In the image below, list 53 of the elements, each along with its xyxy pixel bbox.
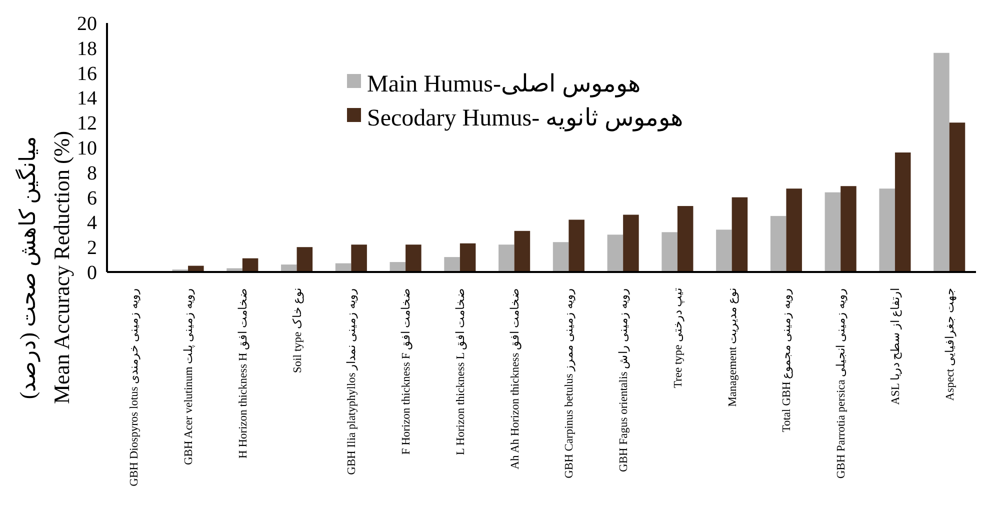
bar (607, 234, 624, 272)
bar (242, 258, 258, 272)
bar (296, 247, 313, 272)
y-tick-label: 12 (77, 112, 97, 135)
x-tick-label: GBH Fagus orientalis رویه زمینی راش (617, 288, 630, 472)
bar (732, 197, 748, 272)
legend-label: Main Humus-هوموس اصلی (367, 71, 641, 98)
x-tick-label: GBH Acer velutinum رویه زمینی پلت (182, 288, 196, 465)
x-tick-label: L Horizon thickness L ضخامت افق (454, 288, 467, 456)
x-tick-label: F Horizon thickness F ضخامت افق (400, 288, 413, 455)
y-tick-label: 18 (77, 38, 97, 60)
x-tick-label: Total GBH رویه زمینی مجموع (781, 288, 794, 432)
bar (770, 216, 786, 272)
x-tick-label: Tree type تیپ درختی (672, 288, 684, 388)
y-tick-label: 10 (77, 138, 97, 160)
bar (824, 192, 841, 272)
x-tick-label: GBH Parrotia persica رویه زمینی انجیلی (834, 288, 848, 479)
bar (716, 230, 732, 272)
bar (498, 244, 514, 272)
legend-label: Secodary Humus- هوموس ثانویه (367, 105, 684, 132)
x-tick-label: Aspect جهت جغرافیایی (943, 288, 956, 401)
x-tick-label: ASL ارتفاع از سطح دریا (889, 288, 902, 405)
x-tick-label: Soil type نوع خاک (290, 288, 304, 373)
bar (623, 214, 639, 272)
bar (677, 206, 694, 272)
y-tick-label: 4 (87, 212, 97, 234)
bar (460, 243, 476, 272)
bar (840, 186, 856, 272)
x-tick-label: GBH Ilia platyphyllos رویه زمینی نمدار (345, 288, 358, 475)
y-tick-label: 14 (77, 88, 97, 110)
bar (406, 244, 422, 272)
bar (444, 257, 460, 272)
x-tick-label: H Horizon thickness H ضخامت افق (236, 288, 250, 458)
bar (786, 188, 802, 272)
x-tick-label: Management نوع مدیریت (726, 288, 739, 407)
bar (351, 244, 367, 272)
bar (894, 152, 911, 272)
bar (552, 242, 569, 272)
bar (568, 220, 584, 272)
x-tick-label: Ah Ah Horizon thickness ضخامت افق (508, 288, 522, 470)
bar (879, 188, 895, 272)
y-tick-label: 20 (77, 13, 97, 35)
bar (514, 230, 530, 272)
bar (662, 232, 678, 272)
y-tick-label: 16 (77, 62, 97, 85)
y-tick-label: 2 (87, 237, 97, 260)
x-tick-label: GBH Carpinus betulus رویه زمینی ممرز (564, 288, 576, 478)
bar (949, 122, 966, 272)
x-tick-label: GBH Diospyros lotus رویه زمینی خرمندی (128, 288, 141, 486)
y-tick-label: 8 (87, 162, 97, 184)
y-tick-label: 6 (87, 187, 97, 210)
bar (934, 52, 950, 272)
y-tick-label: 0 (87, 262, 97, 284)
